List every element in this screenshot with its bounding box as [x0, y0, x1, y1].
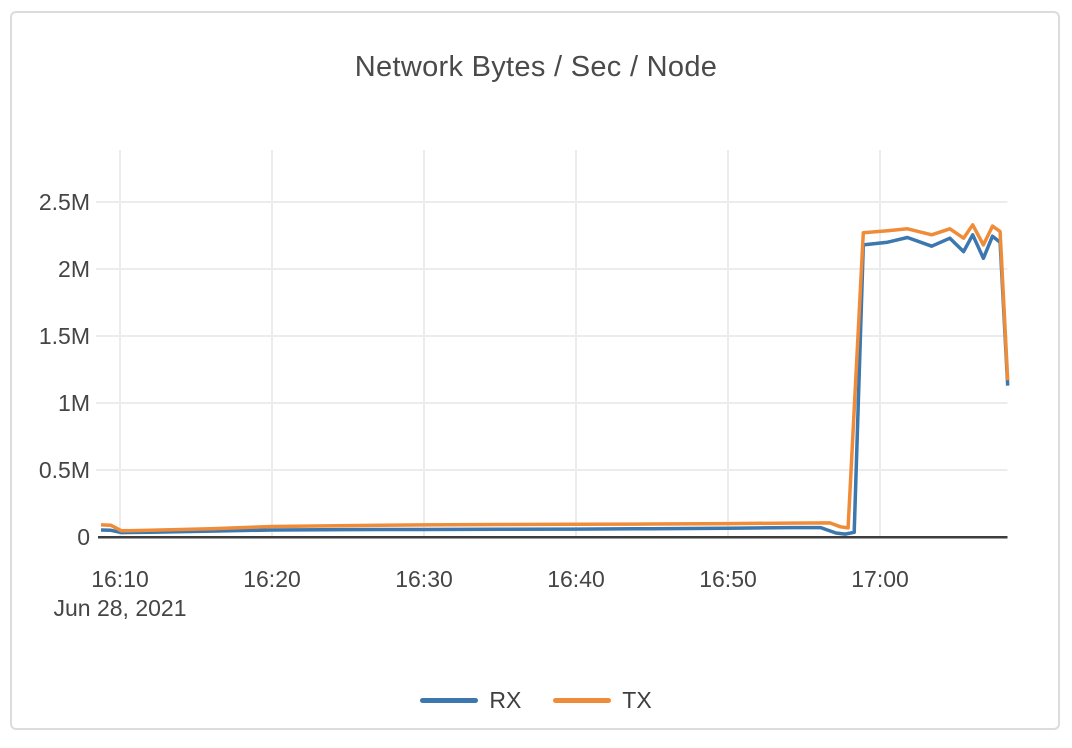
x-axis-tick-label: 16:10 [91, 566, 149, 592]
legend-label-rx: RX [489, 687, 522, 713]
chart-legend: RX TX [0, 687, 1072, 714]
chart-title: Network Bytes / Sec / Node [354, 51, 718, 83]
x-axis-tick-label: 16:30 [395, 566, 453, 592]
legend-label-tx: TX [622, 687, 652, 713]
x-axis-tick-label: 17:00 [851, 566, 909, 592]
y-axis-tick-label: 0 [77, 524, 90, 550]
y-axis-tick-label: 1M [58, 389, 90, 416]
x-axis-tick-label: 16:50 [699, 566, 757, 592]
y-axis-tick-label: 0.5M [38, 456, 90, 483]
legend-swatch-rx [420, 698, 479, 703]
x-axis-tick-label: 16:20 [243, 566, 301, 592]
x-axis-tick-label: 16:40 [547, 566, 605, 592]
x-axis-date-label: Jun 28, 2021 [53, 595, 187, 621]
legend-item-tx[interactable]: TX [553, 687, 652, 714]
y-axis-tick-label: 1.5M [38, 322, 90, 349]
legend-swatch-tx [553, 698, 612, 703]
chart-card [10, 11, 1060, 730]
legend-item-rx[interactable]: RX [420, 687, 521, 714]
y-axis-tick-label: 2.5M [38, 188, 90, 215]
y-axis-tick-label: 2M [58, 255, 90, 282]
